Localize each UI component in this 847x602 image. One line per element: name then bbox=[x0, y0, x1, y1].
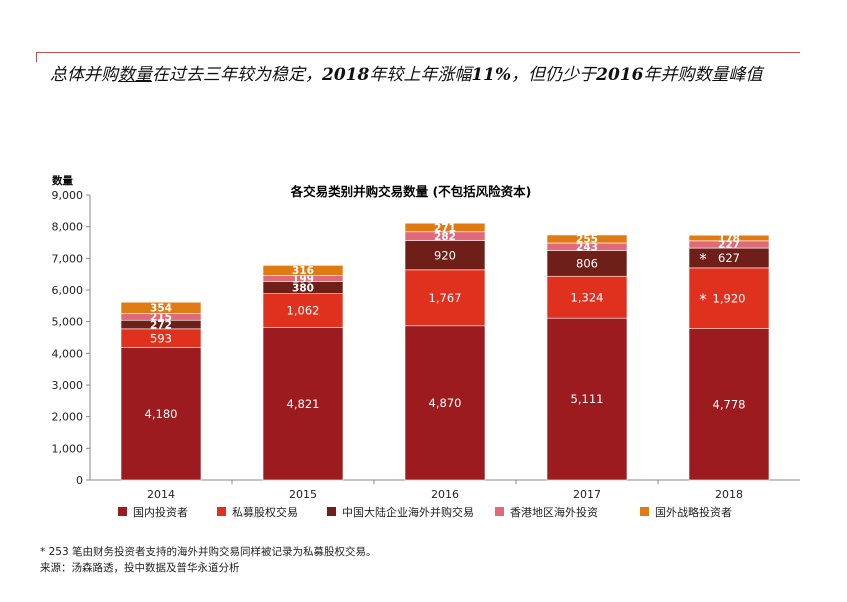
annotation-asterisk: * bbox=[699, 250, 707, 268]
top-rule bbox=[36, 52, 800, 53]
data-label: 627 bbox=[718, 251, 740, 265]
data-label: 354 bbox=[150, 303, 172, 315]
data-label: 199 bbox=[292, 273, 314, 285]
y-tick-label: 2,000 bbox=[52, 411, 84, 424]
data-label: 1,062 bbox=[287, 304, 320, 318]
data-label: 593 bbox=[150, 331, 172, 345]
x-tick-label: 2018 bbox=[715, 488, 743, 501]
legend-swatch bbox=[118, 507, 127, 516]
bar-segment bbox=[262, 265, 344, 276]
data-label: 1,767 bbox=[429, 291, 462, 305]
source-note: 来源：汤森路透，投中数据及普华永道分析 bbox=[40, 562, 240, 574]
legend-label: 国内投资者 bbox=[133, 505, 188, 519]
x-tick-label: 2016 bbox=[431, 488, 459, 501]
y-tick-label: 3,000 bbox=[52, 379, 84, 392]
footnote: * 253 笔由财务投资者支持的海外并购交易同样被记录为私募股权交易。 bbox=[40, 546, 377, 558]
data-label: 920 bbox=[434, 248, 456, 262]
data-label: 1,920 bbox=[713, 291, 746, 305]
y-tick-label: 7,000 bbox=[52, 252, 84, 265]
annotation-asterisk: * bbox=[699, 290, 707, 308]
y-tick-label: 6,000 bbox=[52, 284, 84, 297]
y-tick-label: 4,000 bbox=[52, 347, 84, 360]
bar-segment bbox=[688, 267, 770, 329]
data-label: 4,821 bbox=[287, 397, 320, 411]
chart-title: 各交易类别并购交易数量 (不包括风险资本) bbox=[290, 184, 532, 199]
legend-label: 中国大陆企业海外并购交易 bbox=[342, 505, 474, 519]
bar-segment bbox=[546, 317, 628, 481]
bar-segment bbox=[404, 222, 486, 233]
data-label: 178 bbox=[718, 233, 740, 245]
y-tick-label: 1,000 bbox=[52, 442, 84, 455]
legend-label: 国外战略投资者 bbox=[655, 505, 732, 519]
data-label: 4,180 bbox=[145, 407, 178, 421]
legend-swatch bbox=[327, 507, 336, 516]
data-label: 1,324 bbox=[571, 290, 604, 304]
y-tick-label: 9,000 bbox=[52, 189, 84, 202]
x-tick-label: 2014 bbox=[147, 488, 175, 501]
bar-segment bbox=[688, 234, 770, 242]
data-label: 227 bbox=[718, 239, 740, 251]
x-tick-label: 2015 bbox=[289, 488, 317, 501]
data-label: 282 bbox=[434, 231, 456, 243]
data-label: 215 bbox=[150, 312, 172, 324]
legend-label: 私募股权交易 bbox=[232, 505, 298, 519]
legend-swatch bbox=[217, 507, 226, 516]
bar-segment bbox=[120, 347, 202, 481]
bar-segment bbox=[404, 325, 486, 481]
data-label: 5,111 bbox=[571, 392, 604, 406]
data-label: 4,870 bbox=[429, 396, 462, 410]
y-tick-label: 5,000 bbox=[52, 316, 84, 329]
y-axis-label: 数量 bbox=[51, 174, 73, 187]
data-label: 272 bbox=[150, 319, 172, 331]
data-label: 271 bbox=[434, 222, 456, 234]
bar-segment bbox=[404, 269, 486, 327]
data-label: 243 bbox=[576, 242, 598, 254]
bar-segment bbox=[688, 328, 770, 481]
x-tick-label: 2017 bbox=[573, 488, 601, 501]
bar-segment bbox=[546, 250, 628, 277]
data-label: 806 bbox=[576, 257, 598, 271]
bar-segment bbox=[262, 327, 344, 481]
bar-segment bbox=[120, 301, 202, 314]
y-tick-label: 0 bbox=[76, 474, 83, 487]
page-headline: 总体并购数量在过去三年较为稳定，2018年较上年涨幅11%，但仍少于2016年并… bbox=[50, 65, 763, 85]
data-label: 316 bbox=[292, 265, 314, 277]
data-label: 4,778 bbox=[713, 397, 746, 411]
bar-segment bbox=[262, 293, 344, 328]
data-label: 380 bbox=[292, 282, 314, 294]
legend-label: 香港地区海外投资 bbox=[510, 505, 598, 519]
bar-segment bbox=[404, 240, 486, 271]
top-rule-tick bbox=[36, 52, 37, 62]
y-tick-label: 8,000 bbox=[52, 221, 84, 234]
legend-swatch bbox=[495, 507, 504, 516]
legend-swatch bbox=[640, 507, 649, 516]
bar-segment bbox=[546, 234, 628, 244]
data-label: 255 bbox=[576, 234, 598, 246]
